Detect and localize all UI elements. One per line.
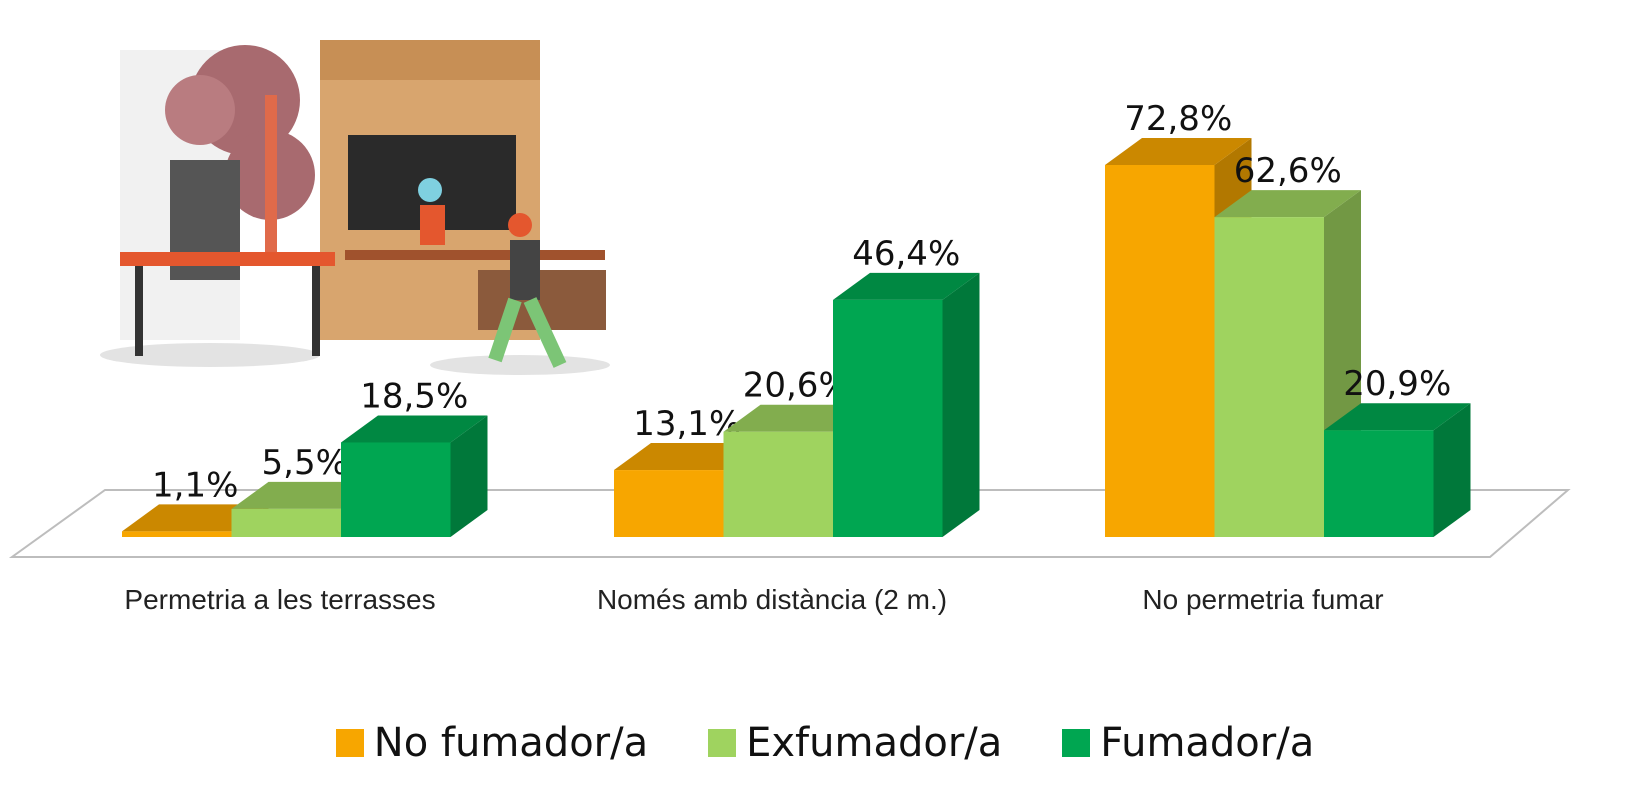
- legend-swatch: [1062, 729, 1091, 757]
- legend-item: No fumador/a: [335, 720, 649, 766]
- bar: [614, 470, 724, 537]
- value-label: 18,5%: [360, 376, 468, 416]
- bar: [231, 508, 341, 537]
- value-label: 72,8%: [1124, 99, 1232, 139]
- value-label: 1,1%: [152, 465, 238, 505]
- bar: [1105, 164, 1215, 537]
- bar: [1214, 217, 1324, 537]
- legend-label: Exfumador/a: [746, 720, 1003, 766]
- bar-top: [1214, 190, 1361, 218]
- bar-top: [341, 415, 488, 443]
- legend-swatch: [708, 729, 737, 757]
- legend: No fumador/a Exfumador/a Fumador/a: [0, 720, 1650, 766]
- legend-label: Fumador/a: [1100, 720, 1315, 766]
- value-label: 20,6%: [743, 366, 851, 406]
- bar: [341, 442, 451, 537]
- category-label: Permetria a les terrasses: [124, 584, 436, 615]
- legend-swatch: [335, 729, 364, 757]
- bar-side: [450, 415, 488, 537]
- legend-item: Exfumador/a: [708, 720, 1002, 766]
- bar-side: [1433, 403, 1471, 537]
- value-label: 5,5%: [262, 443, 348, 483]
- value-label: 46,4%: [852, 234, 960, 274]
- floor: [8, 489, 1571, 558]
- bar-top: [1105, 137, 1252, 165]
- value-label: 62,6%: [1234, 151, 1342, 191]
- bar: [833, 299, 943, 537]
- illustration: [100, 40, 610, 375]
- category-label: No permetria fumar: [1142, 584, 1384, 615]
- value-label: 20,9%: [1343, 364, 1451, 404]
- value-label: 13,1%: [633, 404, 741, 444]
- bar-top: [1324, 403, 1471, 431]
- bar: [723, 431, 833, 537]
- bar: [122, 531, 232, 537]
- category-label: Només amb distància (2 m.): [596, 584, 948, 615]
- legend-label: No fumador/a: [373, 720, 649, 766]
- legend-item: Fumador/a: [1062, 720, 1314, 766]
- bar-top: [833, 272, 980, 300]
- bar-side: [942, 272, 980, 537]
- bar: [1324, 430, 1434, 537]
